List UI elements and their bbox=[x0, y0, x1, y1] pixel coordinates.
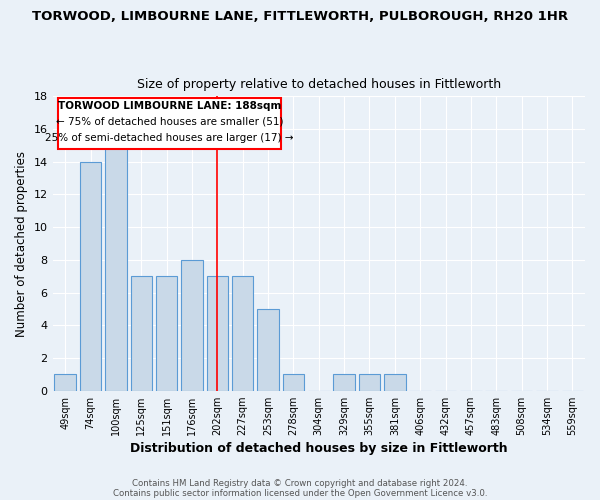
Bar bbox=[156, 276, 178, 390]
X-axis label: Distribution of detached houses by size in Fittleworth: Distribution of detached houses by size … bbox=[130, 442, 508, 455]
Bar bbox=[105, 146, 127, 390]
Bar bbox=[359, 374, 380, 390]
Text: ← 75% of detached houses are smaller (51): ← 75% of detached houses are smaller (51… bbox=[56, 117, 283, 127]
Text: Contains public sector information licensed under the Open Government Licence v3: Contains public sector information licen… bbox=[113, 488, 487, 498]
Bar bbox=[384, 374, 406, 390]
Text: TORWOOD, LIMBOURNE LANE, FITTLEWORTH, PULBOROUGH, RH20 1HR: TORWOOD, LIMBOURNE LANE, FITTLEWORTH, PU… bbox=[32, 10, 568, 23]
Text: Contains HM Land Registry data © Crown copyright and database right 2024.: Contains HM Land Registry data © Crown c… bbox=[132, 478, 468, 488]
Bar bbox=[232, 276, 253, 390]
Bar bbox=[131, 276, 152, 390]
Text: TORWOOD LIMBOURNE LANE: 188sqm: TORWOOD LIMBOURNE LANE: 188sqm bbox=[58, 100, 281, 110]
Bar bbox=[80, 162, 101, 390]
Text: 25% of semi-detached houses are larger (17) →: 25% of semi-detached houses are larger (… bbox=[46, 133, 294, 143]
Y-axis label: Number of detached properties: Number of detached properties bbox=[15, 150, 28, 336]
Title: Size of property relative to detached houses in Fittleworth: Size of property relative to detached ho… bbox=[137, 78, 501, 91]
Bar bbox=[257, 309, 279, 390]
Bar bbox=[283, 374, 304, 390]
FancyBboxPatch shape bbox=[58, 98, 281, 150]
Bar bbox=[181, 260, 203, 390]
Bar bbox=[55, 374, 76, 390]
Bar bbox=[206, 276, 228, 390]
Bar bbox=[334, 374, 355, 390]
